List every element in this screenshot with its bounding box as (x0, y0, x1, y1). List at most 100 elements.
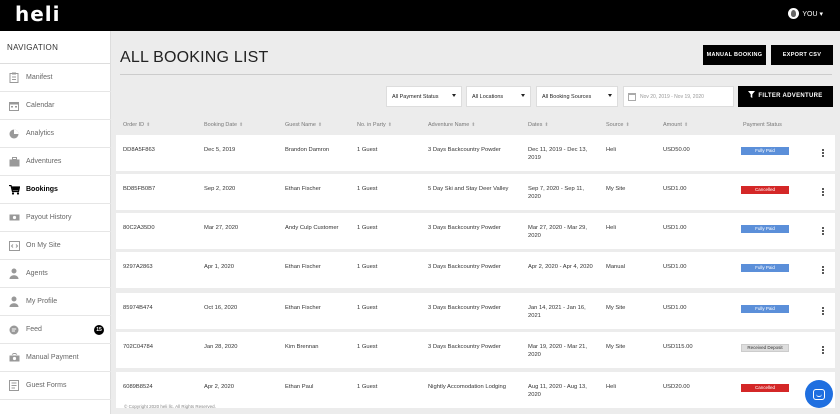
user-icon (8, 296, 20, 308)
sidebar-item-calendar[interactable]: Calendar (0, 92, 111, 120)
sidebar-item-manifest[interactable]: Manifest (0, 64, 111, 92)
guest-name-cell: Brandon Damron (285, 147, 330, 153)
payment-status-badge: Fully Paid (741, 305, 789, 313)
booking-sources-value: All Booking Sources (542, 93, 592, 100)
table-row[interactable]: 702C04784 Jan 28, 2020 Kim Brennan 1 Guest 3… (116, 332, 835, 368)
sidebar: NAVIGATION Manifest Calendar Analytics A… (0, 31, 111, 414)
column-header-guest-name[interactable]: Guest Name ⬍ (285, 121, 323, 128)
order-id-cell: 85974B474 (123, 305, 153, 311)
sidebar-item-adventures[interactable]: Adventures (0, 148, 111, 176)
source-cell: My Site (606, 305, 626, 311)
column-header-amount[interactable]: Amount ⬍ (663, 121, 689, 128)
form-icon (8, 380, 20, 392)
filter-adventure-button[interactable]: FILTER ADVENTURE (738, 86, 833, 107)
user-menu-label: YOU ▾ (802, 10, 823, 18)
chevron-down-icon (608, 94, 612, 97)
payment-status-select[interactable]: All Payment Status (386, 86, 462, 107)
column-header-booking-date[interactable]: Booking Date ⬍ (204, 121, 244, 128)
pie-chart-icon (8, 128, 20, 140)
column-header-party[interactable]: No. in Party ⬍ (357, 121, 392, 128)
sidebar-item-payout-history[interactable]: Payout History (0, 204, 111, 232)
row-actions-kebab-icon[interactable] (822, 307, 824, 316)
booking-date-cell: Dec 5, 2019 (204, 147, 236, 153)
row-actions-kebab-icon[interactable] (822, 266, 824, 275)
row-actions-kebab-icon[interactable] (822, 346, 824, 355)
dates-cell: Sep 7, 2020 - Sep 11, 2020 (528, 186, 584, 200)
column-header-source[interactable]: Source ⬍ (606, 121, 630, 128)
sidebar-item-label: Feed (26, 326, 42, 333)
source-cell: My Site (606, 344, 626, 350)
amount-cell: USD1.00 (663, 225, 687, 231)
sidebar-item-on-my-site[interactable]: On My Site (0, 232, 111, 260)
sidebar-item-bookings[interactable]: Bookings (0, 176, 111, 204)
sort-icon: ⬍ (625, 121, 630, 128)
date-range-input[interactable]: Nov 20, 2019 - Nov 19, 2020 (623, 86, 734, 107)
party-cell: 1 Guest (357, 344, 378, 350)
sidebar-item-label: On My Site (26, 242, 61, 249)
row-actions-kebab-icon[interactable] (822, 188, 824, 197)
guest-name-cell: Kim Brennan (285, 344, 319, 350)
adventure-name-cell: 3 Days Backcountry Powder (428, 264, 501, 270)
table-row[interactable]: DD8A5F863 Dec 5, 2019 Brandon Damron 1 Gues… (116, 135, 835, 171)
sidebar-item-my-profile[interactable]: My Profile (0, 288, 111, 316)
table-row[interactable]: 85974B474 Oct 16, 2020 Ethan Fischer 1 Gues… (116, 293, 835, 329)
footer-copyright: © Copyright 2020 heli llc. All Rights Re… (124, 404, 216, 409)
column-header-adventure-name[interactable]: Adventure Name ⬍ (428, 121, 476, 128)
source-cell: Heli (606, 147, 616, 153)
feed-count-badge: 15 (94, 324, 104, 335)
sidebar-item-analytics[interactable]: Analytics (0, 120, 111, 148)
payment-status-badge: Fully Paid (741, 264, 789, 272)
code-icon (8, 240, 20, 252)
row-actions-kebab-icon[interactable] (822, 149, 824, 158)
adventure-name-cell: 3 Days Backcountry Powder (428, 344, 501, 350)
payment-status-badge: Fully Paid (741, 147, 789, 155)
sidebar-item-agents[interactable]: Agents (0, 260, 111, 288)
title-divider (120, 74, 832, 75)
chevron-down-icon (521, 94, 525, 97)
adventure-name-cell: 3 Days Backcountry Powder (428, 305, 501, 311)
sidebar-item-guest-forms[interactable]: Guest Forms (0, 372, 111, 400)
locations-select[interactable]: All Locations (466, 86, 531, 107)
dates-cell: Dec 11, 2019 - Dec 13, 2019 (528, 147, 588, 161)
heli-logo[interactable]: heli (15, 2, 61, 26)
sidebar-item-label: Guest Forms (26, 382, 67, 389)
user-menu[interactable]: YOU ▾ (788, 8, 823, 19)
order-id-cell: DD8A5F863 (123, 147, 155, 153)
filter-adventure-label: FILTER ADVENTURE (758, 93, 823, 99)
chat-launcher-button[interactable] (805, 380, 833, 408)
column-header-dates[interactable]: Dates ⬍ (528, 121, 549, 128)
booking-date-cell: Sep 2, 2020 (204, 186, 236, 192)
table-row[interactable]: 6089B8524 Apr 2, 2020 Ethan Paul 1 Guest Nig… (116, 372, 835, 408)
calendar-icon (8, 100, 20, 112)
table-row[interactable]: 80C2A35D0 Mar 27, 2020 Andy Culp Customer 1… (116, 213, 835, 249)
sidebar-item-label: Manifest (26, 74, 53, 81)
dates-cell: Mar 19, 2020 - Mar 21, 2020 (528, 344, 587, 358)
adventure-name-cell: 3 Days Backcountry Powder (428, 147, 501, 153)
booking-sources-select[interactable]: All Booking Sources (536, 86, 618, 107)
payment-status-badge: Cancelled (741, 186, 789, 194)
sidebar-item-feed[interactable]: Feed 15 (0, 316, 111, 344)
table-row[interactable]: BD85FB0B7 Sep 2, 2020 Ethan Fischer 1 Guest… (116, 174, 835, 210)
clipboard-icon (8, 72, 20, 84)
table-row[interactable]: 9297A2863 Apr 1, 2020 Ethan Fischer 1 Guest… (116, 252, 835, 288)
export-csv-button[interactable]: EXPORT CSV (771, 45, 833, 65)
sidebar-item-label: Adventures (26, 158, 62, 165)
sidebar-item-manual-payment[interactable]: Manual Payment (0, 344, 111, 372)
payment-status-badge: Fully Paid (741, 225, 789, 233)
party-cell: 1 Guest (357, 186, 378, 192)
amount-cell: USD50.00 (663, 147, 690, 153)
main-content: ALL BOOKING LIST MANUAL BOOKING EXPORT C… (111, 31, 840, 414)
locations-value: All Locations (472, 93, 504, 100)
amount-cell: USD1.00 (663, 305, 687, 311)
sidebar-item-label: Payout History (26, 214, 72, 221)
filter-icon (748, 91, 756, 98)
row-actions-kebab-icon[interactable] (822, 227, 824, 236)
sort-icon: ⬍ (146, 121, 151, 128)
booking-date-cell: Apr 2, 2020 (204, 384, 234, 390)
sidebar-item-label: Analytics (26, 130, 55, 137)
amount-cell: USD20.00 (663, 384, 690, 390)
column-header-order-id[interactable]: Order ID ⬍ (123, 121, 151, 128)
top-bar: heli YOU ▾ (0, 0, 840, 31)
booking-date-cell: Oct 16, 2020 (204, 305, 238, 311)
manual-booking-button[interactable]: MANUAL BOOKING (703, 45, 766, 65)
